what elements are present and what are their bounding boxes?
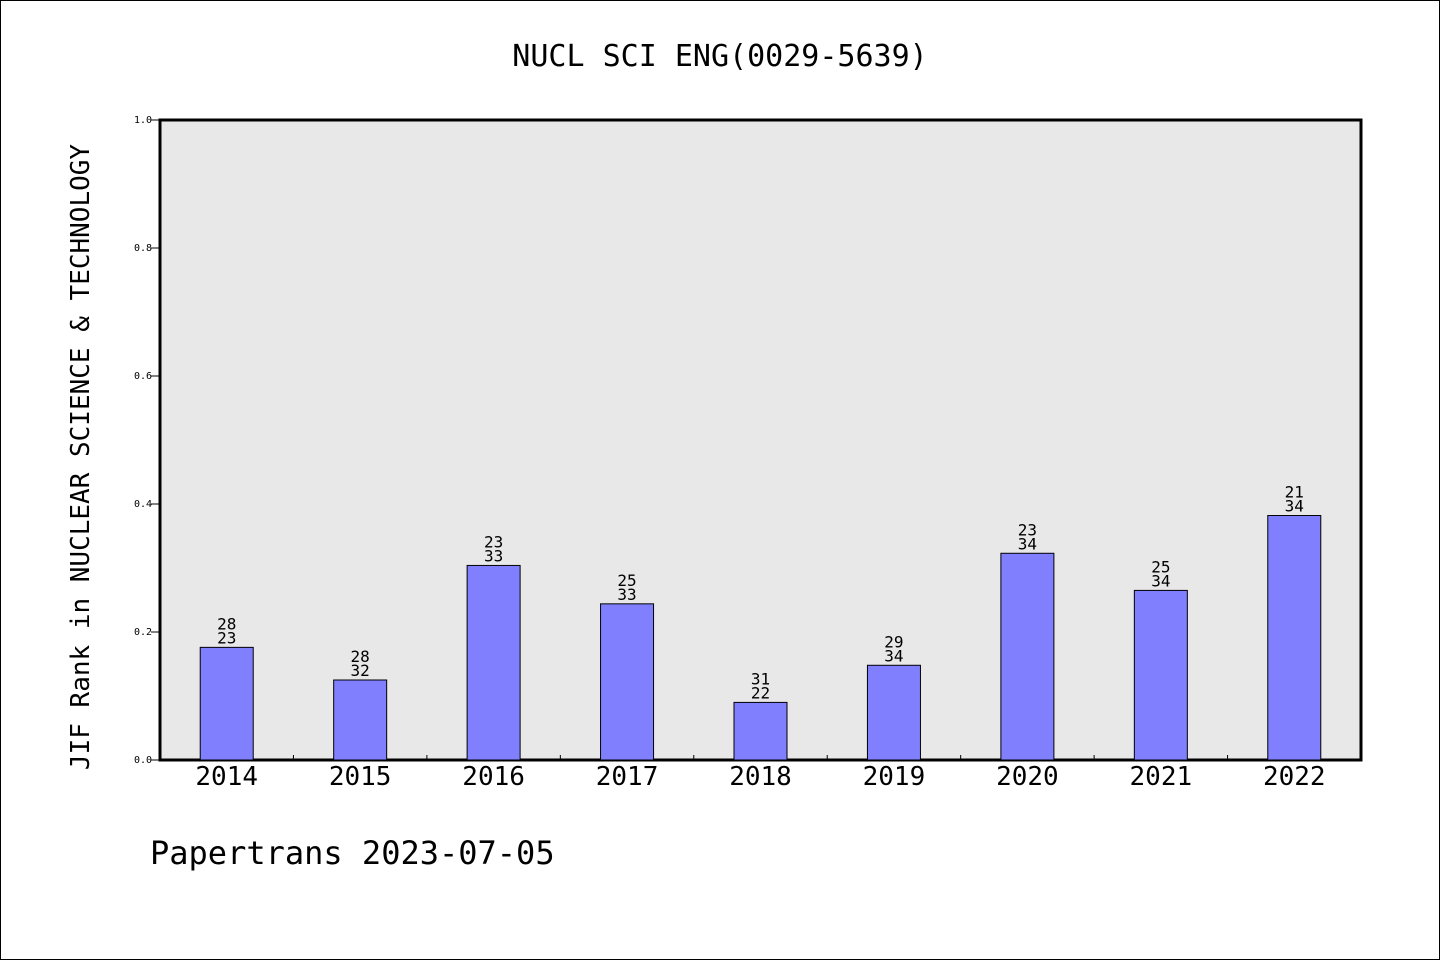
bar-label-bottom: 34	[1151, 571, 1170, 590]
bar-label-top: 25	[617, 571, 636, 590]
y-tick-label: 0.0	[134, 755, 152, 766]
bar-2015	[333, 679, 388, 761]
y-axis: 0.0 0.2 0.4 0.6 0.8 1.0	[134, 115, 160, 766]
y-tick-label: 0.4	[134, 499, 152, 510]
x-tick-label: 2015	[329, 762, 392, 792]
bar-label-top: 25	[1151, 557, 1170, 576]
bar-2020	[1000, 552, 1055, 761]
x-tick-label: 2022	[1263, 762, 1326, 792]
x-tick-label: 2014	[195, 762, 258, 792]
y-tick-label: 0.2	[134, 627, 152, 638]
bar-2021	[1133, 589, 1188, 761]
footer-text: Papertrans 2023-07-05	[150, 834, 555, 872]
bar-label-top: 29	[884, 632, 903, 651]
y-tick-label: 1.0	[134, 115, 152, 126]
x-tick-label: 2021	[1130, 762, 1193, 792]
bars	[199, 515, 1322, 761]
x-tick-label: 2020	[996, 762, 1059, 792]
bar-label-bottom: 34	[1285, 497, 1304, 516]
x-axis: 2014 2015 2016 2017 2018 2019 2020 2021 2022	[195, 755, 1326, 792]
chart-title: NUCL SCI ENG(0029-5639)	[512, 39, 927, 74]
x-tick-label: 2018	[729, 762, 792, 792]
bar-label-bottom: 33	[484, 546, 503, 565]
y-tick-label: 0.6	[134, 371, 152, 382]
bar-label-bottom: 34	[884, 646, 903, 665]
y-axis-label: JIF Rank in NUCLEAR SCIENCE & TECHNOLOGY	[66, 144, 96, 770]
bar-label-bottom: 33	[617, 585, 636, 604]
bar-label-bottom: 22	[751, 683, 770, 702]
x-tick-label: 2019	[863, 762, 926, 792]
bar-label-top: 28	[351, 647, 370, 666]
y-tick-label: 0.8	[134, 243, 152, 254]
bar-2019	[866, 664, 921, 761]
bar-label-top: 31	[751, 669, 770, 688]
x-tick-label: 2016	[462, 762, 525, 792]
x-tick-label: 2017	[596, 762, 659, 792]
bar-2022	[1267, 515, 1322, 761]
bar-label-top: 23	[484, 532, 503, 551]
bar-label-top: 21	[1285, 483, 1304, 502]
bar-2016	[466, 564, 521, 761]
bar-label-bottom: 23	[217, 628, 236, 647]
bar-2017	[600, 603, 655, 761]
bar-label-bottom: 34	[1018, 534, 1037, 553]
bar-2018	[733, 701, 788, 761]
bar-label-top: 28	[217, 614, 236, 633]
bar-label-top: 23	[1018, 520, 1037, 539]
bar-2014	[199, 646, 254, 761]
bar-label-bottom: 32	[351, 661, 370, 680]
